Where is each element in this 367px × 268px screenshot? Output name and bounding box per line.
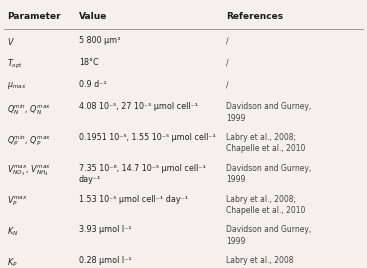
Text: 1.53 10⁻⁵ μmol cell⁻¹ day⁻¹: 1.53 10⁻⁵ μmol cell⁻¹ day⁻¹ [79,195,188,204]
Text: $Q_P^{min}$, $Q_P^{max}$: $Q_P^{min}$, $Q_P^{max}$ [7,133,51,148]
Text: $V_P^{max}$: $V_P^{max}$ [7,195,28,208]
Text: Value: Value [79,12,107,21]
Text: Labry et al., 2008;
Chapelle et al., 2010: Labry et al., 2008; Chapelle et al., 201… [226,195,305,215]
Text: 7.35 10⁻⁶, 14.7 10⁻⁵ μmol cell⁻¹
day⁻¹: 7.35 10⁻⁶, 14.7 10⁻⁵ μmol cell⁻¹ day⁻¹ [79,164,206,184]
Text: 18°C: 18°C [79,58,98,67]
Text: $V_{NO_3}^{max}$, $V_{NH_4}^{max}$: $V_{NO_3}^{max}$, $V_{NH_4}^{max}$ [7,164,51,178]
Text: $V$: $V$ [7,36,15,47]
Text: Davidson and Gurney,
1999: Davidson and Gurney, 1999 [226,102,311,122]
Text: $T_{opt}$: $T_{opt}$ [7,58,23,71]
Text: 3.93 μmol l⁻¹: 3.93 μmol l⁻¹ [79,225,131,234]
Text: 0.1951 10⁻⁵, 1.55 10⁻⁵ μmol cell⁻¹: 0.1951 10⁻⁵, 1.55 10⁻⁵ μmol cell⁻¹ [79,133,216,142]
Text: $K_P$: $K_P$ [7,256,18,268]
Text: $K_N$: $K_N$ [7,225,19,238]
Text: /: / [226,58,228,67]
Text: /: / [226,36,228,45]
Text: $Q_N^{min}$, $Q_N^{max}$: $Q_N^{min}$, $Q_N^{max}$ [7,102,51,117]
Text: 4.08 10⁻⁵, 27 10⁻⁵ μmol cell⁻¹: 4.08 10⁻⁵, 27 10⁻⁵ μmol cell⁻¹ [79,102,198,111]
Text: References: References [226,12,283,21]
Text: Labry et al., 2008: Labry et al., 2008 [226,256,293,265]
Text: Davidson and Gurney,
1999: Davidson and Gurney, 1999 [226,164,311,184]
Text: 0.28 μmol l⁻¹: 0.28 μmol l⁻¹ [79,256,131,265]
Text: 0.9 d⁻¹: 0.9 d⁻¹ [79,80,107,89]
Text: 5 800 μm³: 5 800 μm³ [79,36,120,45]
Text: Davidson and Gurney,
1999: Davidson and Gurney, 1999 [226,225,311,246]
Text: Labry et al., 2008;
Chapelle et al., 2010: Labry et al., 2008; Chapelle et al., 201… [226,133,305,153]
Text: $\mu_{max}$: $\mu_{max}$ [7,80,27,91]
Text: Parameter: Parameter [7,12,61,21]
Text: /: / [226,80,228,89]
